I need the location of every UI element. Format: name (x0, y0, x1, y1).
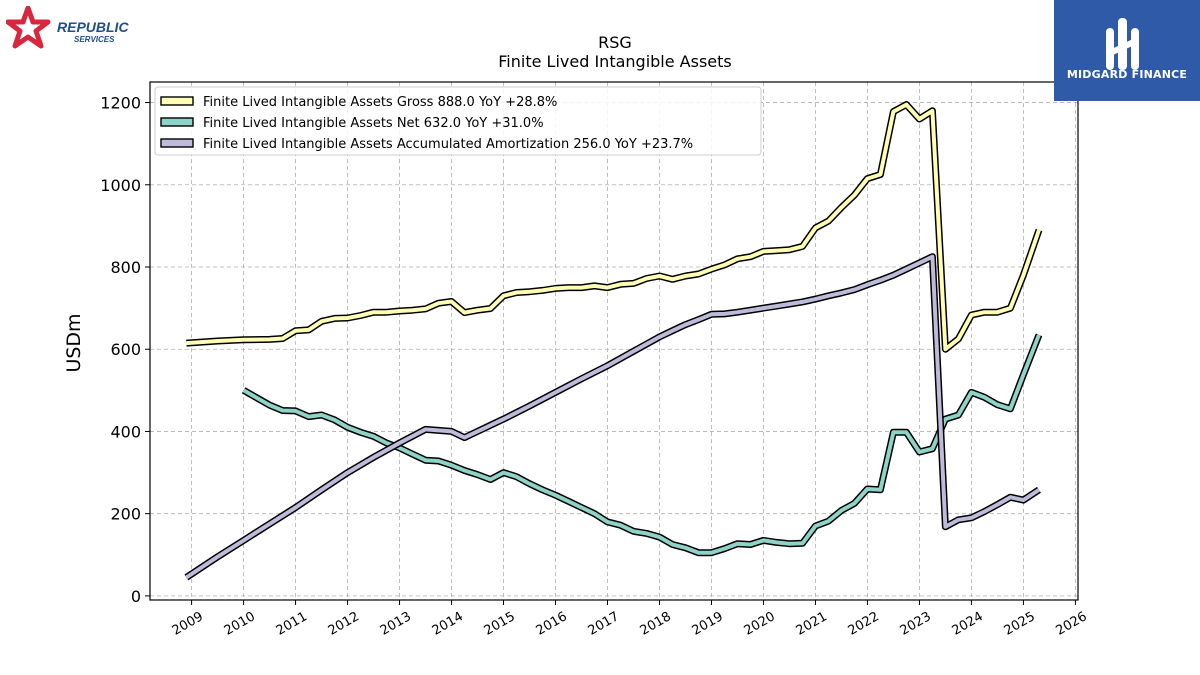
x-tick-label: 2015 (482, 609, 518, 639)
series-line-outline-2 (241, 333, 1043, 557)
republic-services-logo: REPUBLIC SERVICES (5, 5, 146, 54)
x-tick-label: 2021 (794, 609, 830, 639)
x-axis: 2009 2010 2011 2012 2013 2014 2015 2016 2017 2018… (170, 600, 1090, 639)
legend-swatch-3 (160, 138, 194, 148)
x-tick-label: 2009 (170, 609, 206, 639)
x-tick-label: 2012 (326, 609, 362, 639)
legend-label-1: Finite Lived Intangible Assets Gross 888… (203, 95, 557, 110)
x-tick-label: 2024 (950, 609, 986, 639)
x-tick-label: 2010 (222, 609, 258, 639)
series-line-2 (242, 334, 1041, 555)
legend: Finite Lived Intangible Assets Gross 888… (154, 86, 762, 156)
series-line-3 (185, 254, 1041, 580)
series-line-1 (186, 102, 1041, 352)
y-axis-label: USDm (63, 313, 85, 372)
legend-swatch-1 (160, 96, 194, 106)
y-tick-label: 0 (131, 587, 141, 606)
chart-title: RSG (598, 33, 632, 52)
y-axis: 0 200 400 600 800 1000 1200 (100, 94, 150, 606)
x-tick-label: 2018 (638, 609, 674, 639)
legend-box (154, 86, 762, 156)
x-tick-label: 2019 (690, 609, 726, 639)
x-tick-label: 2013 (378, 609, 414, 639)
y-tick-label: 600 (110, 340, 141, 359)
midgard-finance-text: MIDGARD FINANCE (1066, 68, 1188, 81)
star-icon (5, 5, 51, 49)
x-tick-label: 2022 (846, 609, 882, 639)
x-tick-label: 2023 (898, 609, 934, 639)
legend-label-3: Finite Lived Intangible Assets Accumulat… (203, 137, 693, 152)
x-tick-label: 2017 (586, 609, 622, 639)
chart-subtitle: Finite Lived Intangible Assets (498, 52, 731, 71)
midgard-emblem-icon (1106, 18, 1139, 70)
x-tick-label: 2014 (430, 609, 466, 639)
legend-label-2: Finite Lived Intangible Assets Net 632.0… (203, 116, 544, 131)
midgard-finance-logo: MIDGARD FINANCE (1054, 0, 1200, 101)
series-layer (184, 101, 1043, 581)
y-tick-label: 400 (110, 422, 141, 441)
y-tick-label: 200 (110, 505, 141, 524)
x-tick-label: 2020 (742, 609, 778, 639)
grid-lines (150, 82, 1078, 600)
legend-swatch-2 (160, 117, 194, 127)
logo-text-services: SERVICES (74, 35, 115, 44)
x-tick-label: 2016 (534, 609, 570, 639)
y-tick-label: 1200 (100, 94, 141, 113)
x-tick-label: 2025 (1002, 609, 1038, 639)
logo-text-republic: REPUBLIC (57, 19, 129, 35)
x-tick-label: 2011 (274, 609, 310, 639)
y-tick-label: 1000 (100, 176, 141, 195)
y-tick-label: 800 (110, 258, 141, 277)
x-tick-label: 2026 (1054, 609, 1090, 639)
plot-frame (149, 81, 1079, 601)
